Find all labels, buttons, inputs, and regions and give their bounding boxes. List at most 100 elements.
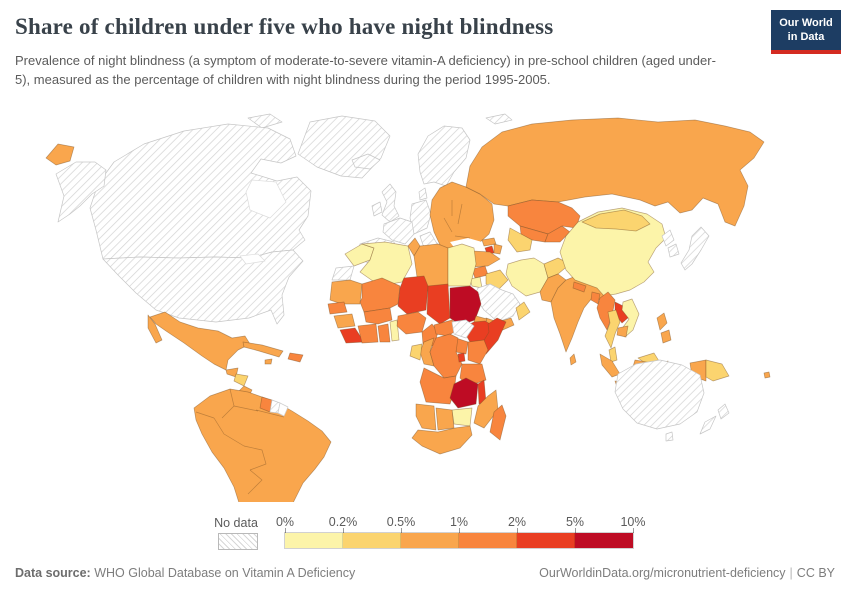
- legend-tick-mark: [575, 528, 576, 533]
- legend-bin-swatch[interactable]: [285, 533, 343, 548]
- country-svalbard[interactable]: [485, 113, 513, 125]
- country-mexico[interactable]: [149, 311, 251, 371]
- country-australia[interactable]: [614, 359, 705, 430]
- legend-tick-label: 10%: [620, 515, 646, 529]
- chart-footer: Data source: WHO Global Database on Vita…: [15, 566, 835, 580]
- country-japan[interactable]: [680, 226, 710, 271]
- country-cambodia[interactable]: [616, 325, 629, 338]
- country-new-zealand-south[interactable]: [699, 415, 717, 435]
- country-french-guiana[interactable]: [277, 402, 289, 417]
- owid-link[interactable]: OurWorldinData.org/micronutrient-deficie…: [539, 566, 786, 580]
- legend-no-data-swatch[interactable]: [218, 533, 258, 550]
- country-niger[interactable]: [397, 275, 429, 315]
- country-kazakhstan[interactable]: [507, 199, 581, 235]
- caspian-sea: [495, 218, 510, 252]
- country-eastern-europe[interactable]: [429, 181, 495, 257]
- country-malaysia-peninsula[interactable]: [608, 346, 618, 363]
- legend-tick-labels: 0% 0.2% 0.5% 1% 2% 5% 10%: [276, 515, 646, 529]
- country-ghana[interactable]: [377, 323, 391, 343]
- hudson-bay: [245, 179, 287, 219]
- country-mauritania[interactable]: [329, 279, 363, 305]
- country-france[interactable]: [382, 217, 415, 245]
- country-honduras-nicaragua[interactable]: [233, 373, 249, 387]
- country-south-korea[interactable]: [667, 243, 680, 258]
- country-oman[interactable]: [515, 301, 531, 321]
- country-arctic-islands[interactable]: [247, 113, 283, 129]
- country-burkina-faso[interactable]: [363, 307, 393, 325]
- country-mongolia[interactable]: [581, 209, 651, 232]
- country-south-africa[interactable]: [411, 425, 473, 455]
- country-cuba[interactable]: [242, 341, 284, 358]
- country-georgia[interactable]: [481, 237, 497, 247]
- country-iceland[interactable]: [351, 153, 381, 170]
- country-gabon[interactable]: [409, 343, 423, 361]
- country-hispaniola[interactable]: [287, 352, 304, 363]
- legend-tick-mark: [285, 528, 286, 533]
- country-senegal[interactable]: [327, 301, 348, 315]
- country-philippines-luzon[interactable]: [656, 312, 668, 331]
- country-south-sudan[interactable]: [451, 319, 475, 339]
- country-somalia[interactable]: [482, 317, 507, 355]
- country-mali[interactable]: [359, 277, 401, 313]
- country-mexico-baja[interactable]: [147, 314, 163, 344]
- country-rwanda-burundi[interactable]: [457, 352, 466, 363]
- country-denmark[interactable]: [418, 187, 428, 201]
- country-russia[interactable]: [465, 117, 765, 227]
- license-label: CC BY: [796, 566, 835, 580]
- legend-tick-label: 0%: [275, 515, 295, 529]
- country-egypt[interactable]: [447, 243, 477, 287]
- country-china[interactable]: [559, 207, 667, 297]
- country-central-europe[interactable]: [409, 199, 432, 235]
- legend-bin-swatch[interactable]: [575, 533, 633, 548]
- country-western-sahara[interactable]: [331, 265, 355, 281]
- country-indonesia-sumatra[interactable]: [599, 353, 621, 378]
- country-tasmania[interactable]: [665, 431, 674, 442]
- country-usa[interactable]: [102, 249, 304, 325]
- country-fiji[interactable]: [763, 371, 771, 379]
- owid-logo[interactable]: Our World in Data: [771, 10, 841, 54]
- country-zimbabwe[interactable]: [451, 407, 473, 427]
- country-madagascar[interactable]: [489, 404, 507, 441]
- country-botswana[interactable]: [435, 407, 455, 431]
- country-russia-chukotka[interactable]: [45, 143, 75, 166]
- country-kyrgyzstan-tajikistan[interactable]: [544, 225, 571, 243]
- country-philippines-mindanao[interactable]: [660, 329, 672, 344]
- country-azerbaijan[interactable]: [493, 243, 503, 255]
- country-uk[interactable]: [381, 183, 400, 223]
- map-legend: No data 0% 0.2% 0.5% 1% 2% 5% 10%: [0, 512, 850, 554]
- country-zambia[interactable]: [449, 377, 479, 409]
- legend-tick-label: 5%: [565, 515, 585, 529]
- country-nepal[interactable]: [572, 281, 587, 293]
- country-thailand[interactable]: [604, 309, 621, 349]
- country-myanmar[interactable]: [596, 291, 616, 331]
- country-papua-new-guinea[interactable]: [705, 359, 730, 382]
- world-choropleth-map: [45, 113, 771, 502]
- legend-bin-swatch[interactable]: [459, 533, 517, 548]
- country-turkmenistan[interactable]: [507, 227, 533, 253]
- country-greenland[interactable]: [297, 115, 391, 179]
- country-jamaica[interactable]: [264, 358, 273, 365]
- country-nigeria[interactable]: [396, 311, 427, 335]
- country-alaska[interactable]: [55, 161, 107, 223]
- chart-subtitle: Prevalence of night blindness (a symptom…: [15, 53, 716, 87]
- legend-bin-swatch[interactable]: [517, 533, 575, 548]
- owid-logo-line1: Our World: [779, 17, 833, 29]
- legend-tick-mark: [401, 528, 402, 533]
- country-sudan[interactable]: [449, 285, 482, 326]
- country-kenya[interactable]: [467, 339, 489, 365]
- country-namibia[interactable]: [415, 403, 437, 431]
- legend-color-bar: [284, 532, 634, 549]
- legend-bin-swatch[interactable]: [343, 533, 401, 548]
- country-chad[interactable]: [426, 283, 451, 325]
- country-ireland[interactable]: [371, 201, 383, 217]
- country-north-korea[interactable]: [661, 229, 675, 247]
- country-scandinavia[interactable]: [417, 125, 471, 187]
- country-new-zealand-north[interactable]: [717, 403, 730, 420]
- legend-bin-swatch[interactable]: [401, 533, 459, 548]
- country-cote-divoire[interactable]: [357, 323, 379, 344]
- country-guinea[interactable]: [333, 313, 356, 329]
- country-sri-lanka[interactable]: [569, 353, 577, 366]
- legend-tick-label: 0.5%: [386, 515, 416, 529]
- country-dr-congo[interactable]: [429, 333, 463, 379]
